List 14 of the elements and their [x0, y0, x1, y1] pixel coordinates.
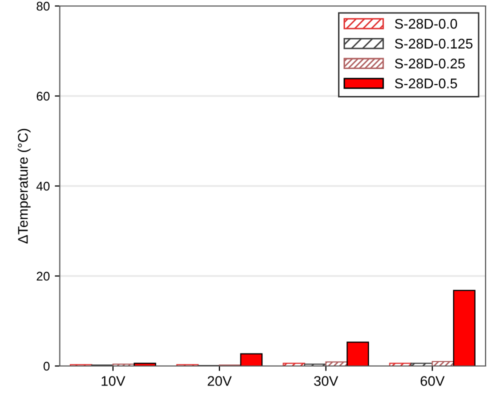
legend-label: S-28D-0.25	[394, 58, 465, 68]
y-tick-label: 40	[36, 182, 50, 191]
legend-label: S-28D-0.0	[394, 18, 458, 29]
legend-label: S-28D-0.5	[394, 78, 458, 88]
x-tick-label: 10V	[102, 376, 126, 386]
y-tick-label: 20	[36, 272, 50, 281]
x-tick-label: 60V	[420, 376, 445, 386]
legend-label: S-28D-0.125	[394, 38, 472, 49]
y-axis-title: ΔTemperature (°C)	[18, 128, 31, 244]
x-tick-label: 20V	[208, 376, 232, 386]
x-tick-label: 30V	[314, 376, 338, 386]
y-tick-label: 0	[44, 362, 50, 371]
y-tick-label: 80	[36, 2, 50, 11]
y-tick-label: 60	[36, 92, 50, 101]
